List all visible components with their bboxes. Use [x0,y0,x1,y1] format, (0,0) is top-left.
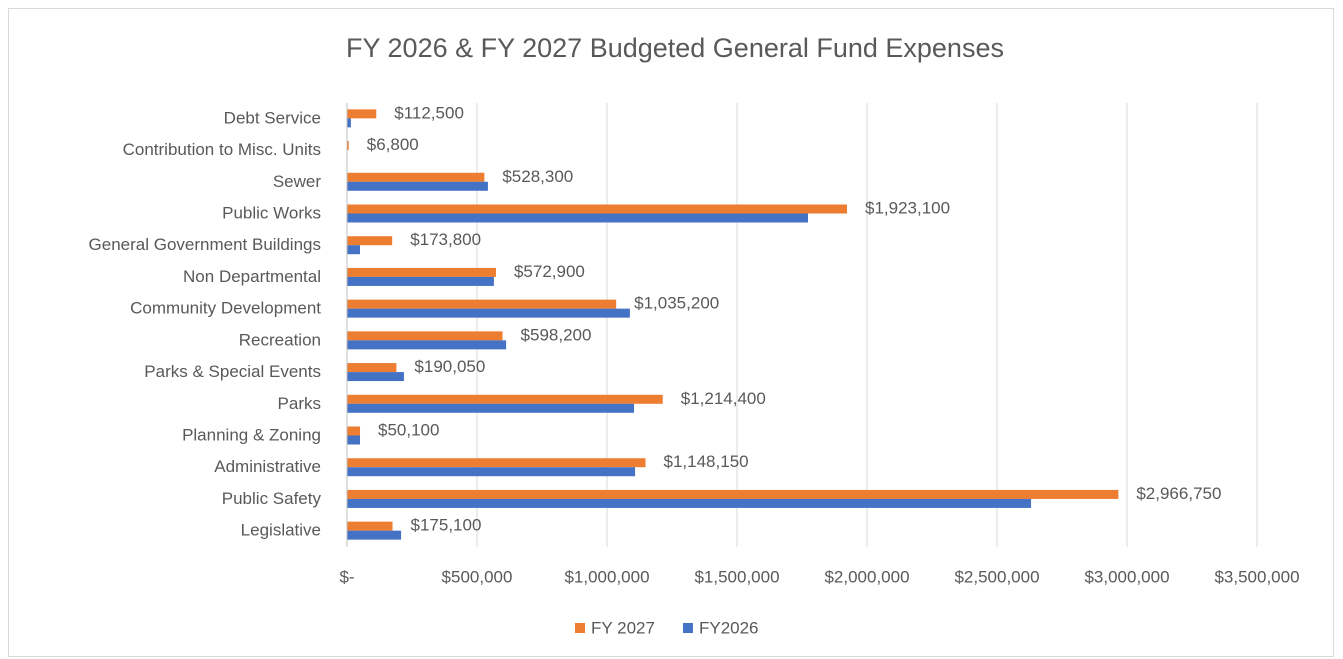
bar [347,267,496,277]
bar [347,213,808,223]
x-tick-label: $3,500,000 [1214,567,1299,586]
data-label: $1,923,100 [865,198,950,217]
chart-border [8,8,1334,657]
x-tick-label: $2,500,000 [954,567,1039,586]
legend-swatch [682,623,693,633]
bar [347,109,377,119]
bar [347,394,663,404]
bar [347,467,636,477]
bar [347,118,351,128]
y-tick-label: Contribution to Misc. Units [123,140,321,159]
bar [347,299,617,309]
bar [347,426,361,436]
bar [347,245,360,255]
bar [347,181,488,191]
y-tick-label: Legislative [241,521,321,540]
bar [347,489,1119,499]
x-tick-label: $- [339,567,354,586]
bar [347,363,397,373]
y-tick-label: Community Development [130,299,321,318]
data-label: $173,800 [410,230,481,249]
legend-label: FY 2027 [591,618,655,637]
legend-swatch [575,623,585,633]
bar [347,435,360,445]
data-label: $598,200 [521,325,592,344]
bar [347,403,635,413]
data-label: $50,100 [378,420,439,439]
bar [347,521,393,531]
bar [347,172,485,182]
x-tick-label: $500,000 [442,567,513,586]
bar [347,204,848,214]
data-label: $528,300 [502,167,573,186]
legend-label: FY2026 [699,618,759,637]
data-label: $6,800 [367,135,419,154]
data-label: $1,035,200 [634,294,719,313]
data-label: $2,966,750 [1136,484,1221,503]
y-tick-label: Public Safety [222,489,322,508]
bar [347,141,349,151]
x-tick-label: $1,000,000 [564,567,649,586]
bar [347,276,494,286]
data-label: $190,050 [414,357,485,376]
y-tick-label: Debt Service [224,108,321,127]
y-tick-label: Non Departmental [183,267,321,286]
data-label: $572,900 [514,262,585,281]
y-tick-label: General Government Buildings [89,235,321,254]
x-tick-label: $3,000,000 [1084,567,1169,586]
bar [347,498,1032,508]
bar [347,458,646,468]
chart-title: FY 2026 & FY 2027 Budgeted General Fund … [346,33,1004,63]
y-tick-label: Sewer [273,172,322,191]
y-tick-label: Planning & Zoning [182,425,321,444]
data-label: $112,500 [394,103,464,122]
bar [347,340,507,350]
y-tick-label: Parks [278,394,321,413]
bar [347,308,630,318]
bar [347,236,393,246]
y-tick-label: Public Works [222,203,321,222]
y-tick-label: Parks & Special Events [144,362,321,381]
y-tick-label: Recreation [239,330,321,349]
bar [347,372,404,382]
bar [347,331,503,341]
x-tick-label: $2,000,000 [824,567,909,586]
data-label: $1,214,400 [681,389,766,408]
bar [347,530,402,540]
y-tick-label: Administrative [214,457,321,476]
data-label: $175,100 [411,516,482,535]
data-label: $1,148,150 [664,452,749,471]
x-tick-label: $1,500,000 [694,567,779,586]
